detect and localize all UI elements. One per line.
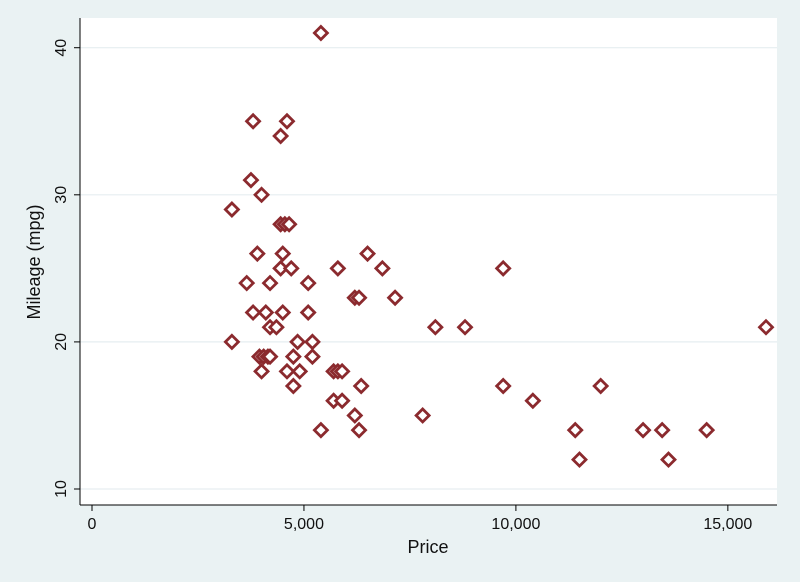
data-point (333, 392, 351, 410)
data-point (261, 348, 279, 366)
data-point (261, 274, 279, 292)
data-point (312, 421, 330, 439)
data-point (350, 289, 368, 307)
data-point (660, 451, 677, 469)
data-point (426, 318, 444, 336)
data-point (524, 392, 542, 410)
data-point (299, 274, 317, 292)
data-point (352, 377, 370, 395)
y-axis-title: Mileage (mpg) (24, 204, 44, 319)
data-point (253, 186, 271, 204)
data-point (284, 348, 302, 366)
data-point (242, 171, 260, 189)
data-markers (223, 24, 775, 469)
data-point (253, 362, 271, 380)
data-point (653, 421, 671, 439)
data-point (373, 259, 391, 277)
data-point (329, 259, 347, 277)
data-point (359, 245, 377, 263)
data-point (278, 362, 296, 380)
data-point (333, 362, 351, 380)
data-point (346, 406, 364, 424)
plot-area (80, 18, 777, 505)
data-point (494, 377, 512, 395)
data-point (634, 421, 652, 439)
data-point (223, 333, 241, 351)
data-point (267, 318, 285, 336)
data-point (274, 304, 292, 321)
data-point (291, 362, 309, 380)
x-tick-label: 0 (88, 516, 97, 533)
data-point (282, 259, 300, 277)
data-point (289, 333, 307, 351)
data-point (280, 215, 298, 233)
x-ticks: 0 5,000 10,000 15,000 (88, 505, 752, 533)
data-point (272, 127, 290, 145)
data-point (223, 201, 241, 218)
data-point (248, 245, 266, 263)
y-tick-label: 20 (53, 333, 70, 351)
x-axis-title: Price (407, 537, 448, 557)
data-point (278, 112, 296, 130)
y-tick-label: 40 (53, 39, 70, 57)
data-point (299, 304, 317, 321)
data-point (244, 304, 262, 321)
x-tick-label: 15,000 (703, 516, 752, 533)
data-point (698, 421, 716, 439)
grid-lines (80, 47, 777, 490)
data-point (757, 318, 775, 336)
y-tick-label: 30 (53, 186, 70, 204)
data-point (571, 451, 588, 469)
data-point (566, 421, 584, 439)
data-point (494, 259, 512, 277)
data-point (257, 304, 275, 321)
data-point (238, 274, 256, 292)
data-point (350, 421, 368, 439)
data-point (274, 245, 292, 263)
data-point (456, 318, 474, 336)
y-ticks: 10 20 30 40 (53, 39, 80, 498)
data-point (386, 289, 404, 307)
data-point (592, 377, 610, 395)
x-tick-label: 5,000 (284, 516, 324, 533)
data-point (303, 348, 321, 366)
data-point (414, 406, 432, 424)
data-point (284, 377, 302, 395)
data-point (312, 24, 330, 42)
data-point (244, 112, 262, 130)
y-tick-label: 10 (53, 480, 70, 498)
x-tick-label: 10,000 (491, 516, 540, 533)
